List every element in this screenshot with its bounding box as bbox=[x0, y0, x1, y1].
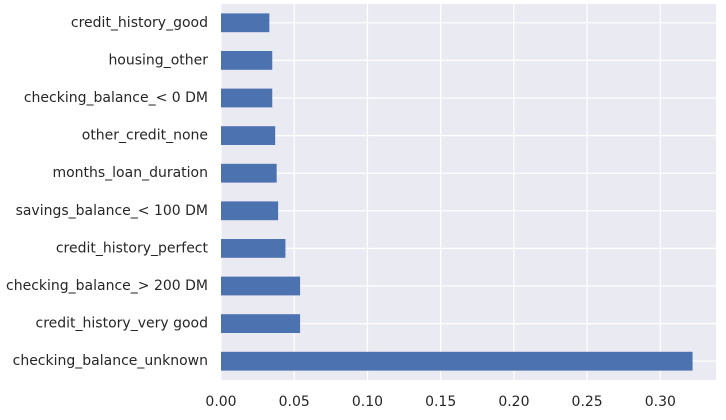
y-tick-label: credit_history_good bbox=[71, 15, 208, 31]
y-tick-label: checking_balance_unknown bbox=[13, 353, 208, 369]
bar bbox=[221, 126, 276, 145]
bar bbox=[221, 239, 286, 258]
bar bbox=[221, 201, 279, 221]
y-tick-label: months_loan_duration bbox=[52, 165, 208, 181]
y-tick-label: other_credit_none bbox=[82, 128, 208, 144]
y-tick-label: checking_balance_< 0 DM bbox=[24, 90, 208, 106]
bar bbox=[221, 88, 273, 108]
bar bbox=[221, 351, 693, 371]
bar bbox=[221, 314, 301, 333]
bar bbox=[221, 163, 277, 183]
x-tick-label: 0.25 bbox=[572, 394, 603, 410]
x-tick-label: 0.05 bbox=[279, 394, 310, 410]
y-tick-labels: checking_balance_unknown credit_history_v… bbox=[6, 15, 208, 369]
x-tick-label: 0.00 bbox=[205, 394, 236, 410]
x-tick-label: 0.30 bbox=[645, 394, 676, 410]
y-tick-label: checking_balance_> 200 DM bbox=[6, 278, 208, 294]
bar bbox=[221, 276, 301, 296]
x-tick-label: 0.20 bbox=[498, 394, 529, 410]
y-tick-label: savings_balance_< 100 DM bbox=[16, 203, 208, 219]
x-tick-label: 0.15 bbox=[425, 394, 456, 410]
bars bbox=[221, 13, 693, 371]
y-tick-label: housing_other bbox=[108, 52, 208, 68]
x-tick-label: 0.10 bbox=[352, 394, 383, 410]
y-tick-label: credit_history_very good bbox=[36, 316, 208, 332]
y-tick-label: credit_history_perfect bbox=[56, 240, 209, 256]
plot-background bbox=[221, 4, 716, 380]
x-tick-labels: 0.00 0.05 0.10 0.15 0.20 0.25 0.30 bbox=[205, 394, 676, 410]
bar bbox=[221, 51, 273, 70]
bar bbox=[221, 13, 270, 33]
